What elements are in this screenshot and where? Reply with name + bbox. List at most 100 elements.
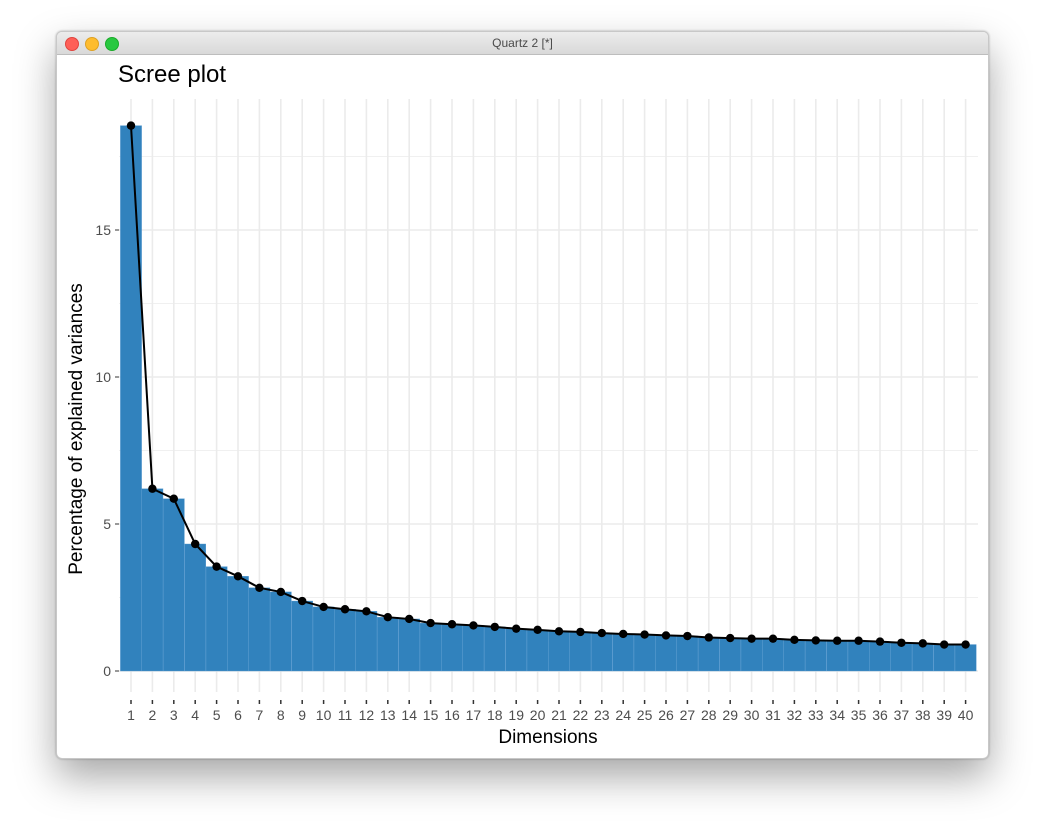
bar: [419, 622, 442, 672]
x-tick-label: 35: [851, 707, 867, 723]
bar: [355, 611, 378, 672]
x-tick-label: 6: [234, 707, 242, 723]
x-tick-label: 5: [213, 707, 221, 723]
data-point: [405, 614, 414, 624]
bar: [270, 591, 292, 672]
x-tick-label: 18: [487, 707, 503, 723]
plot-area: Scree plot 0 5 10 15 1 2 3 4 5 6 7 8 9 10 11 12 13 14 15 1…: [57, 54, 988, 758]
bar: [890, 642, 913, 672]
bar: [462, 625, 485, 672]
x-tick-label: 13: [380, 707, 396, 723]
data-point: [790, 635, 799, 645]
bar: [291, 600, 313, 672]
x-tick-label: 36: [872, 707, 888, 723]
title-bar[interactable]: Quartz 2 [*]: [57, 32, 988, 55]
data-point: [447, 620, 457, 629]
x-tick-label: 33: [808, 707, 824, 723]
data-point: [276, 587, 285, 597]
bar: [120, 125, 142, 672]
data-point: [362, 607, 371, 616]
close-window-button[interactable]: [65, 37, 79, 51]
x-tick-label: 12: [359, 707, 375, 723]
data-point: [233, 572, 243, 581]
data-point: [169, 494, 178, 503]
data-point: [490, 622, 499, 632]
y-tick-label: 10: [95, 369, 111, 385]
data-point: [554, 627, 564, 636]
x-tick-label: 3: [170, 707, 178, 723]
bar: [719, 637, 741, 672]
data-point: [212, 562, 221, 571]
data-point: [319, 602, 328, 612]
data-point: [597, 628, 606, 638]
data-point: [576, 627, 585, 637]
x-tick-label: 28: [701, 707, 717, 723]
x-tick-label: 8: [277, 707, 285, 723]
x-tick-label: 30: [744, 707, 760, 723]
bar: [655, 635, 677, 672]
bar: [505, 628, 527, 672]
data-point: [383, 612, 392, 622]
x-tick-label: 9: [298, 707, 306, 723]
x-tick-label: 11: [338, 707, 353, 723]
zoom-window-button[interactable]: [105, 37, 119, 51]
bar-series: [120, 125, 977, 672]
data-point: [897, 638, 906, 647]
x-tick-label: 37: [894, 707, 910, 723]
bar: [569, 631, 592, 672]
y-tick-label: 15: [95, 222, 111, 238]
x-tick-label: 4: [191, 707, 199, 723]
x-tick-label: 39: [936, 707, 952, 723]
window-title: Quartz 2 [*]: [492, 36, 553, 50]
minimize-window-button[interactable]: [85, 37, 99, 51]
bar: [762, 638, 784, 672]
data-point: [148, 484, 157, 493]
x-tick-label: 26: [658, 707, 674, 723]
bar: [612, 633, 634, 672]
bar: [740, 638, 763, 672]
bar: [484, 626, 506, 672]
x-tick-label: 1: [127, 707, 135, 723]
data-point: [833, 636, 842, 645]
x-tick-label: 24: [615, 707, 631, 723]
x-tick-label: 16: [444, 707, 460, 723]
variance-line: [130, 125, 966, 646]
data-point: [854, 636, 863, 645]
line-series: [126, 121, 970, 649]
data-point: [640, 630, 649, 639]
data-point: [940, 640, 949, 649]
data-point: [726, 633, 735, 643]
y-axis-label: Percentage of explained variances: [66, 283, 87, 575]
data-point: [811, 636, 820, 645]
bar: [377, 616, 399, 672]
bar: [633, 634, 656, 672]
data-point: [298, 596, 307, 606]
data-point: [426, 618, 435, 628]
bar: [205, 566, 228, 672]
bar: [826, 640, 848, 672]
bar: [227, 576, 249, 672]
data-point: [619, 629, 628, 639]
data-point: [340, 605, 350, 614]
x-tick-label: 10: [316, 707, 332, 723]
data-point: [255, 583, 264, 592]
x-tick-label: 40: [958, 707, 974, 723]
chart-title: Scree plot: [118, 61, 226, 88]
x-tick-label: 14: [401, 707, 417, 723]
bar: [698, 637, 720, 672]
x-tick-label: 27: [680, 707, 696, 723]
bar: [591, 632, 613, 672]
bar: [526, 629, 549, 672]
x-tick-label: 22: [573, 707, 589, 723]
data-point: [126, 121, 136, 130]
bar: [248, 587, 271, 672]
x-tick-label: 34: [829, 707, 845, 723]
data-point: [961, 640, 970, 649]
y-tick-label: 5: [103, 516, 111, 532]
x-tick-label: 15: [423, 707, 439, 723]
x-tick-label: 2: [149, 707, 157, 723]
bar: [163, 498, 185, 672]
bar: [783, 639, 806, 672]
data-point: [875, 637, 885, 646]
